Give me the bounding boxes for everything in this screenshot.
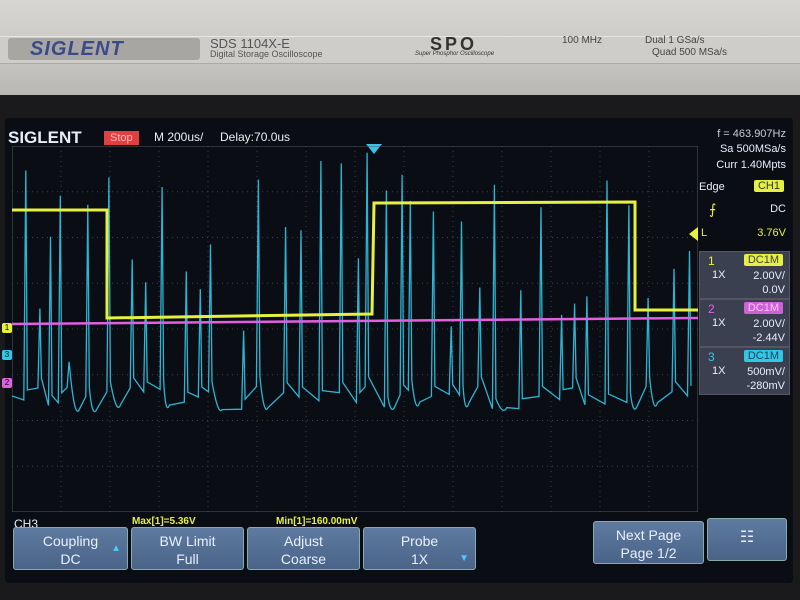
bandwidth: 100 MHz: [562, 35, 603, 46]
trigger-level-label: L: [701, 227, 708, 239]
softkey-value: DC: [60, 551, 81, 567]
run-stop-status[interactable]: Stop: [104, 131, 139, 145]
screen-logo: SIGLENT: [8, 128, 82, 147]
info-panel: f = 463.907Hz Sa 500MSa/s Curr 1.40Mpts …: [689, 125, 790, 405]
adjust-softkey[interactable]: Adjust Coarse: [247, 527, 360, 570]
trigger-source: CH1: [753, 180, 784, 192]
ch2-coupling: DC1M: [743, 302, 783, 314]
measurement-max: Max[1]=5.36V: [132, 516, 196, 527]
logo-plate: [8, 38, 200, 60]
rising-edge-icon: ⨍: [709, 201, 717, 217]
bw-limit-softkey[interactable]: BW Limit Full: [131, 527, 244, 570]
ch2-marker[interactable]: 2: [2, 378, 12, 388]
softkey-value: Page 1/2: [620, 545, 677, 561]
ch1-probe: 1X: [712, 269, 726, 281]
network-icon[interactable]: ☷: [707, 518, 787, 561]
ch1-coupling: DC1M: [743, 254, 783, 266]
ch1-scale-offset: 2.00V/0.0V: [753, 269, 785, 297]
ch3-probe: 1X: [712, 365, 726, 377]
softkey-label: Adjust: [284, 533, 323, 549]
memory-depth: Curr 1.40Mpts: [716, 159, 786, 171]
ch1-scale: 2.00V/: [753, 270, 785, 282]
trigger-level-arrow-icon: [689, 227, 698, 241]
ch2-number: 2: [708, 302, 715, 316]
ch2-probe: 1X: [712, 317, 726, 329]
ch3-number: 3: [708, 350, 715, 364]
spo-logo: SPO: [430, 34, 478, 54]
ch2-scale: 2.00V/: [753, 318, 785, 330]
softkey-label: BW Limit: [159, 533, 216, 549]
ch1-info[interactable]: 1 DC1M 1X 2.00V/0.0V: [699, 251, 790, 299]
softkey-label: Coupling: [42, 533, 99, 549]
measurement-min: Min[1]=160.00mV: [276, 516, 358, 527]
timebase: M 200us/: [154, 130, 204, 144]
coupling-softkey[interactable]: Coupling DC ▲: [13, 527, 128, 570]
softkey-value: Coarse: [280, 551, 327, 567]
next-page-softkey[interactable]: Next Page Page 1/2: [593, 521, 704, 564]
softkey-label: Next Page: [615, 527, 682, 543]
ch2-info[interactable]: 2 DC1M 1X 2.00V/ -2.44V: [699, 299, 790, 347]
model-name: SDS 1104X-E: [210, 36, 290, 51]
softkey-label: Probe: [400, 533, 439, 549]
probe-softkey[interactable]: Probe 1X ▼: [363, 527, 476, 570]
ch3-scale-offset: 500mV/ -280mV: [746, 365, 785, 393]
frequency-readout: f = 463.907Hz: [717, 128, 786, 140]
waveform-display: [12, 146, 698, 512]
ch1-number: 1: [708, 254, 715, 268]
spo-desc: Super Phosphor Oscilloscope: [415, 51, 495, 57]
trigger-coupling: DC: [770, 203, 786, 215]
rate-quad: Quad 500 MSa/s: [652, 47, 728, 58]
trigger-type: Edge: [699, 181, 725, 193]
ch3-marker[interactable]: 3: [2, 350, 12, 360]
trigger-position-marker-icon[interactable]: [366, 144, 382, 154]
ch3-info[interactable]: 3 DC1M 1X 500mV/ -280mV: [699, 347, 790, 395]
ch3-offset: -280mV: [746, 380, 785, 392]
ch1-offset: 0.0V: [762, 284, 785, 296]
scope-screen: [5, 118, 793, 583]
rate-dual: Dual 1 GSa/s: [645, 35, 705, 46]
ch3-scale: 500mV/: [747, 366, 785, 378]
sample-rate: Sa 500MSa/s: [719, 143, 786, 155]
bezel-logo: SIGLENT: [30, 38, 124, 60]
ch2-trace: [12, 316, 698, 326]
softkey-value: Full: [176, 551, 199, 567]
ch2-scale-offset: 2.00V/ -2.44V: [753, 317, 785, 345]
softkey-value: 1X: [410, 551, 429, 567]
trigger-delay: Delay:70.0us: [220, 130, 291, 144]
ch3-trace: [12, 152, 692, 413]
ch1-trace: [12, 200, 698, 320]
rotary-knob-icon: ▼: [459, 553, 469, 564]
ch1-marker[interactable]: 1: [2, 323, 12, 333]
rotary-knob-icon: ▲: [111, 543, 121, 554]
trigger-level: 3.76V: [757, 227, 786, 239]
ch2-offset: -2.44V: [752, 332, 785, 344]
model-desc: Digital Storage Oscilloscope: [210, 49, 323, 59]
ch3-coupling: DC1M: [743, 350, 783, 362]
